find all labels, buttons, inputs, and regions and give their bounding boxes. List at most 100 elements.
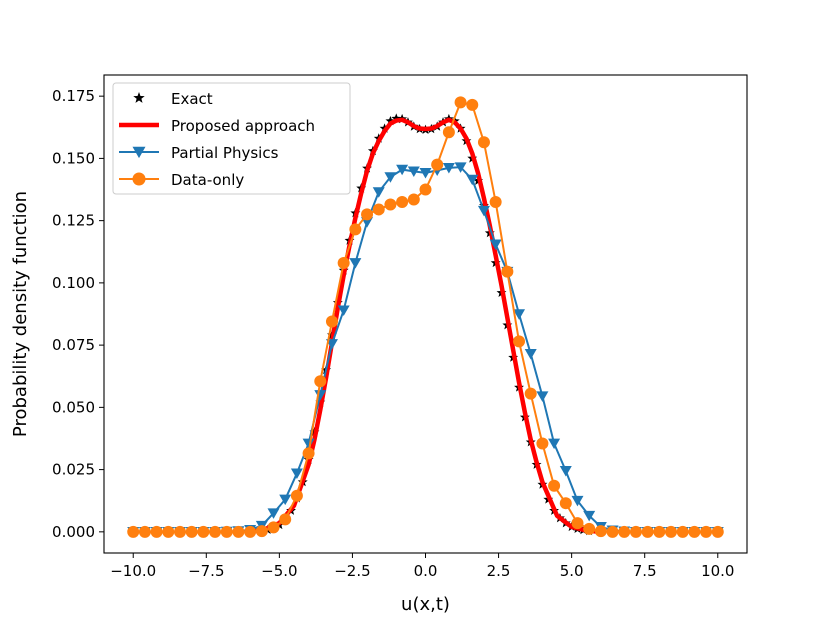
data-only-point [220,525,233,538]
ticks-layer: −10.0 −7.5 −5.0 −2.5 0.0 2.5 5.0 7.5 10.0 0.000 0.… [52,87,734,580]
data-only-point [454,96,467,109]
legend: Exact Proposed approach Partial Physics … [112,82,351,195]
x-tick-label: 10.0 [701,562,734,580]
legend-swatches [119,92,159,186]
y-tick-label: 0.025 [52,461,95,479]
y-tick-label: 0.050 [52,398,95,416]
partial-physics-point [466,174,479,186]
data-only-point [536,437,549,450]
partial-physics-point [384,172,397,183]
partial-physics-point [349,258,362,269]
legend-label-data-only: Data-only [171,171,244,189]
y-tick-label: 0.150 [52,149,95,167]
series-data-only [127,96,724,538]
data-only-point [325,315,338,328]
x-axis-label: u(x,t) [401,594,450,615]
y-tick-label: 0.075 [52,336,95,354]
x-tick-label: −7.5 [188,562,224,580]
x-tick-label: −10.0 [110,562,156,580]
data-only-point [162,525,175,538]
legend-swatch-partial-physics-marker [132,146,146,159]
data-only-point [232,525,245,538]
data-only-point [629,525,642,538]
partial-physics-point [279,494,292,506]
data-only-point [477,136,490,149]
y-tick-label: 0.000 [52,523,95,541]
partial-physics-point [454,162,467,173]
y-tick-label: 0.100 [52,274,95,292]
data-only-point [290,489,303,502]
partial-physics-point [559,466,572,477]
data-only-point [665,525,678,538]
partial-physics-point [337,305,350,316]
legend-box [112,82,351,195]
data-only-point [396,195,409,208]
legend-swatch-exact [133,92,145,103]
x-tick-label: −5.0 [261,562,297,580]
partial-physics-point [290,468,303,480]
partial-physics-point [477,205,490,217]
x-tick-label: 2.5 [487,562,511,580]
x-tick-label: 0.0 [414,562,438,580]
data-only-point [255,525,268,538]
data-only-point [349,223,362,236]
data-only-point [209,525,222,538]
data-only-point [559,497,572,510]
partial-physics-point [489,239,502,250]
data-only-point [501,265,514,278]
legend-swatch-data-only-marker [132,172,146,186]
data-only-point [372,203,385,216]
partial-physics-point [524,349,537,360]
partial-physics-point [302,438,315,450]
partial-physics-point [536,391,549,402]
data-only-point [150,525,163,538]
data-only-point [302,447,315,460]
data-only-point [583,522,596,535]
data-only-point [442,126,455,139]
data-only-point [594,525,607,538]
data-only-point [279,513,292,526]
data-only-point [419,183,432,196]
data-only-point [466,98,479,111]
partial-physics-point [372,187,385,198]
data-only-point [431,158,444,171]
partial-physics-point [267,508,280,519]
data-only-point [314,375,327,388]
data-only-point [173,525,186,538]
data-only-point [571,517,584,530]
data-only-point [700,525,713,538]
data-only-point [361,208,374,221]
legend-label-exact: Exact [171,90,213,108]
data-only-point [618,525,631,538]
y-axis-label: Probability density function [10,191,31,437]
data-only-point [267,521,280,534]
partial-physics-point [571,495,584,507]
data-only-point [641,525,654,538]
data-only-point [127,525,140,538]
partial-physics-point [513,309,526,320]
data-only-point [138,525,151,538]
y-tick-label: 0.125 [52,212,95,230]
partial-physics-point [548,438,561,450]
data-only-point [489,195,502,208]
partial-physics-point [396,164,409,176]
data-only-point [711,525,724,538]
partial-physics-point [442,163,455,174]
data-only-point [524,387,537,400]
partial-physics-point [419,168,432,179]
series-layer [127,96,724,538]
data-only-point [197,525,210,538]
data-only-point [337,256,350,269]
data-only-point [185,525,198,538]
data-only-point [688,525,701,538]
data-only-point [606,525,619,538]
data-only-point [513,335,526,348]
legend-label-proposed-approach: Proposed approach [171,117,315,135]
partial-physics-point [407,166,420,178]
data-only-point [676,525,689,538]
data-only-point [244,525,257,538]
x-tick-label: 7.5 [633,562,657,580]
partial-physics-point [583,510,596,522]
y-tick-label: 0.175 [52,87,95,105]
